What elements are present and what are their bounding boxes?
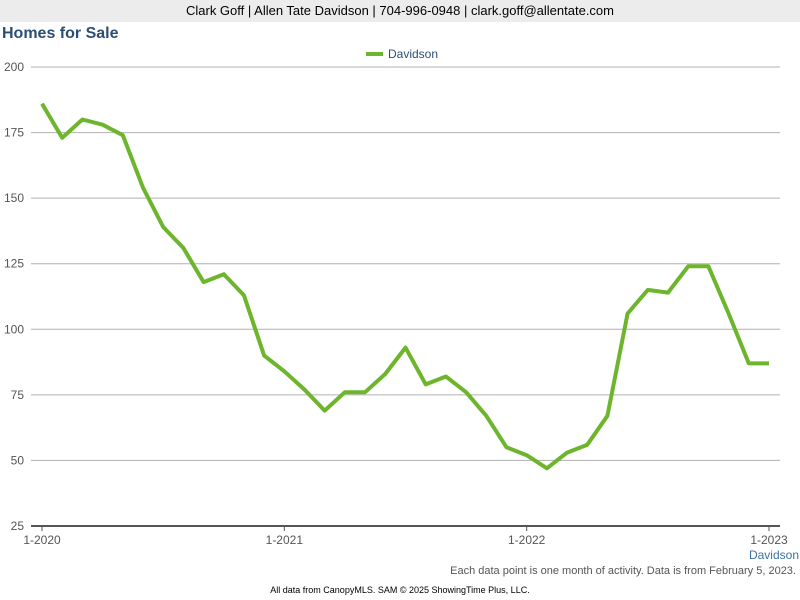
y-tick-label-175: 175 <box>4 126 24 140</box>
x-axis-series-label: Davidson <box>748 548 799 562</box>
legend-label-davidson: Davidson <box>388 47 439 61</box>
chart-title: Homes for Sale <box>2 25 119 42</box>
copyright-footer: All data from CanopyMLS. SAM © 2025 Show… <box>270 585 530 595</box>
y-tick-label-50: 50 <box>11 453 25 467</box>
x-axis-tick-labels: 1-2020 1-2021 1-2022 1-2023 <box>23 526 788 547</box>
x-tick-label-1-2020: 1-2020 <box>23 533 61 547</box>
data-footnote: Each data point is one month of activity… <box>450 565 796 577</box>
x-tick-label-1-2022: 1-2022 <box>508 533 546 547</box>
chart-legend[interactable]: Davidson <box>366 46 438 62</box>
series-lines <box>40 102 769 471</box>
grid-lines <box>31 66 780 461</box>
x-tick-label-1-2021: 1-2021 <box>266 533 304 547</box>
y-tick-label-25: 25 <box>11 519 25 533</box>
legend-swatch <box>366 52 383 56</box>
x-tick-label-1-2023: 1-2023 <box>750 533 788 547</box>
contact-header: Clark Goff | Allen Tate Davidson | 704-9… <box>0 0 800 22</box>
y-tick-label-75: 75 <box>11 388 25 402</box>
series-line-davidson <box>40 102 769 471</box>
y-tick-label-200: 200 <box>4 60 24 74</box>
y-tick-label-150: 150 <box>4 191 24 205</box>
y-axis-tick-labels: 25 50 75 100 125 150 175 200 <box>4 60 24 533</box>
y-tick-label-100: 100 <box>4 322 24 336</box>
y-tick-label-125: 125 <box>4 257 24 271</box>
